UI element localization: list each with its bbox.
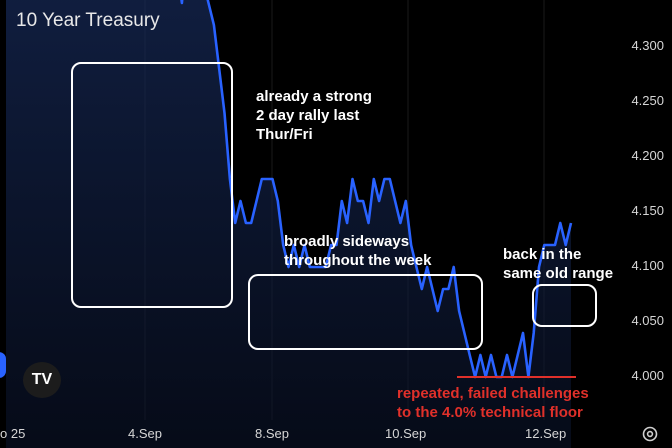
x-tick-label: 8.Sep — [255, 426, 289, 441]
x-tick-label: 10.Sep — [385, 426, 427, 441]
tradingview-logo[interactable]: TV — [23, 362, 61, 398]
annotation-box-rally — [71, 62, 233, 308]
gear-icon[interactable] — [640, 424, 660, 444]
y-tick-label: 4.000 — [631, 368, 664, 383]
x-tick-label: 4.Sep — [128, 426, 162, 441]
y-tick-label: 4.250 — [631, 93, 664, 108]
annotation-sideways-text: broadly sideways throughout the week — [284, 233, 432, 269]
annotation-box-range — [532, 284, 597, 327]
annotation-rally-text: already a strong 2 day rally last Thur/F… — [256, 88, 372, 143]
y-tick-label: 4.200 — [631, 148, 664, 163]
y-tick-label: 4.100 — [631, 258, 664, 273]
x-tick-label: 12.Sep — [525, 426, 567, 441]
y-tick-label: 4.150 — [631, 203, 664, 218]
price-area — [6, 0, 571, 448]
y-tick-label: 4.300 — [631, 38, 664, 53]
chart-title: 10 Year Treasury — [16, 10, 160, 31]
annotation-box-sideways — [248, 274, 483, 350]
scroll-handle[interactable] — [0, 352, 6, 378]
price-line — [180, 0, 573, 379]
x-tick-label: o 25 — [0, 426, 26, 441]
annotation-range-text: back in the same old range — [503, 246, 614, 282]
annotation-floor-text: repeated, failed challenges to the 4.0% … — [397, 385, 589, 421]
y-tick-label: 4.050 — [631, 313, 664, 328]
